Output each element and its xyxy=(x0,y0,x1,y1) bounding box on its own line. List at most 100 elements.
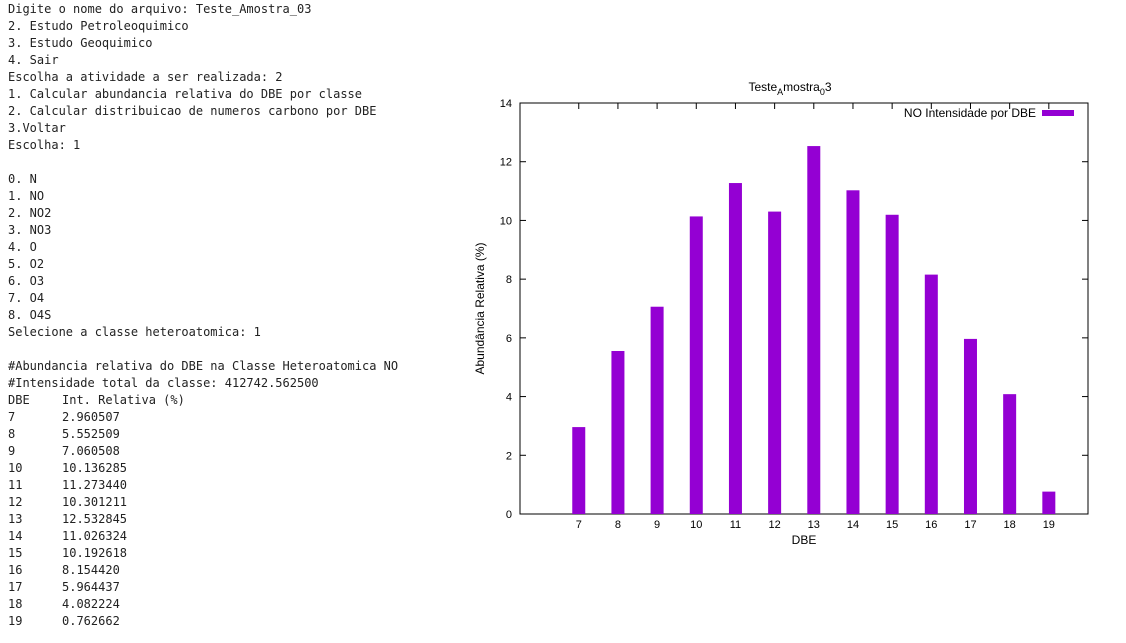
terminal-line: Escolha a atividade a ser realizada: 2 xyxy=(8,70,283,84)
table-cell-intensity: 10.192618 xyxy=(62,546,128,560)
table-cell-dbe: 16 xyxy=(8,563,23,577)
bar-dbe-9 xyxy=(650,306,664,514)
terminal-output: Digite o nome do arquivo: Teste_Amostra_… xyxy=(8,1,448,630)
terminal-line: 1. Calcular abundancia relativa do DBE p… xyxy=(8,87,363,101)
chart-title-subscript: 0 xyxy=(820,87,825,97)
bar-dbe-11 xyxy=(728,183,742,514)
plot-window: TesteAmostra03 0 2 4 6 8 10 12 14 7 8 9 10 11 12 13 14… xyxy=(450,0,1126,638)
table-cell-intensity: 0.762662 xyxy=(62,614,120,628)
terminal-line: 2. Calcular distribuicao de numeros carb… xyxy=(8,104,377,118)
y-tick-label: 12 xyxy=(500,157,512,169)
x-tick-label: 16 xyxy=(925,519,937,531)
table-cell-intensity: 11.026324 xyxy=(62,529,128,543)
x-tick-label: 12 xyxy=(768,519,780,531)
y-tick-label: 8 xyxy=(506,274,512,286)
table-cell-intensity: 10.136285 xyxy=(62,461,128,475)
table-cell-dbe: 7 xyxy=(8,410,16,424)
table-row: 7 2.960507 xyxy=(8,409,448,426)
table-header-dbe: DBE xyxy=(8,393,30,407)
terminal-line: 6. O3 xyxy=(8,274,45,288)
x-tick-label: 7 xyxy=(576,519,582,531)
terminal-line: 4. O xyxy=(8,240,37,254)
table-cell-dbe: 9 xyxy=(8,444,16,458)
x-tick-label: 18 xyxy=(1004,519,1016,531)
blank-line xyxy=(8,154,448,171)
terminal-line: 8. O4S xyxy=(8,308,52,322)
chart-title-part: Teste xyxy=(748,80,777,94)
table-cell-intensity: 12.532845 xyxy=(62,512,128,526)
table-row: 19 0.762662 xyxy=(8,613,448,630)
table-cell-dbe: 18 xyxy=(8,597,23,611)
table-row: 10 10.136285 xyxy=(8,460,448,477)
table-cell-dbe: 15 xyxy=(8,546,23,560)
chart-title: TesteAmostra03 xyxy=(748,80,831,97)
legend-swatch xyxy=(1042,110,1074,116)
table-cell-intensity: 8.154420 xyxy=(62,563,120,577)
chart-title-part: 3 xyxy=(825,80,832,94)
table-row: 15 10.192618 xyxy=(8,545,448,562)
table-cell-dbe: 19 xyxy=(8,614,23,628)
legend: NO Intensidade por DBE xyxy=(904,106,1074,120)
table-header-row: DBE Int. Relativa (%) xyxy=(8,392,448,409)
table-cell-intensity: 5.552509 xyxy=(62,427,120,441)
plot-frame xyxy=(519,102,1089,515)
menu-lines: Digite o nome do arquivo: Teste_Amostra_… xyxy=(8,1,448,154)
table-cell-intensity: 5.964437 xyxy=(62,580,120,594)
bar-dbe-10 xyxy=(689,216,703,515)
x-tick-label: 15 xyxy=(886,519,898,531)
terminal-line: #Abundancia relativa do DBE na Classe He… xyxy=(8,359,399,373)
legend-label: NO Intensidade por DBE xyxy=(904,106,1036,120)
y-axis-label: Abundância Relativa (%) xyxy=(473,242,487,374)
bar-dbe-8 xyxy=(611,350,625,514)
bar-dbe-17 xyxy=(963,338,977,514)
table-row: 13 12.532845 xyxy=(8,511,448,528)
bar-dbe-18 xyxy=(1003,394,1017,514)
dbe-table: 7 2.960507 8 5.552509 9 7.060508 10 10.136285 11… xyxy=(8,409,448,630)
blank-line xyxy=(8,341,448,358)
x-tick-label: 10 xyxy=(690,519,702,531)
table-cell-intensity: 4.082224 xyxy=(62,597,120,611)
table-cell-dbe: 8 xyxy=(8,427,16,441)
terminal-line: 3. NO3 xyxy=(8,223,52,237)
table-cell-dbe: 13 xyxy=(8,512,23,526)
bar-dbe-7 xyxy=(572,427,586,514)
terminal-line: 3.Voltar xyxy=(8,121,66,135)
y-tick-label: 2 xyxy=(506,450,512,462)
terminal-line: 3. Estudo Geoquimico xyxy=(8,36,153,50)
table-row: 18 4.082224 xyxy=(8,596,448,613)
terminal-line: Escolha: 1 xyxy=(8,138,81,152)
chart-title-part: mostra xyxy=(783,80,820,94)
terminal-line: 5. O2 xyxy=(8,257,45,271)
y-tick-label: 14 xyxy=(500,98,512,110)
table-row: 12 10.301211 xyxy=(8,494,448,511)
x-tick-label: 11 xyxy=(730,519,741,531)
x-tick-label: 14 xyxy=(847,519,859,531)
table-cell-intensity: 10.301211 xyxy=(62,495,128,509)
table-row: 14 11.026324 xyxy=(8,528,448,545)
bar-dbe-13 xyxy=(807,146,821,514)
terminal-line: 0. N xyxy=(8,172,37,186)
terminal-line: Digite o nome do arquivo: Teste_Amostra_… xyxy=(8,2,312,16)
table-row: 17 5.964437 xyxy=(8,579,448,596)
bar-dbe-16 xyxy=(924,274,938,514)
x-tick-label: 8 xyxy=(615,519,621,531)
table-cell-intensity: 2.960507 xyxy=(62,410,120,424)
table-cell-dbe: 12 xyxy=(8,495,23,509)
bar-dbe-19 xyxy=(1042,491,1056,514)
terminal-line: 4. Sair xyxy=(8,53,59,67)
table-cell-intensity: 11.273440 xyxy=(62,478,128,492)
x-tick-label: 19 xyxy=(1043,519,1055,531)
terminal-line: #Intensidade total da classe: 412742.562… xyxy=(8,376,319,390)
table-row: 16 8.154420 xyxy=(8,562,448,579)
x-axis-label: DBE xyxy=(792,533,817,547)
table-cell-dbe: 14 xyxy=(8,529,23,543)
terminal-line: 2. Estudo Petroleoquimico xyxy=(8,19,189,33)
bar-dbe-15 xyxy=(885,214,899,514)
terminal-line: 1. NO xyxy=(8,189,45,203)
x-tick-label: 13 xyxy=(808,519,820,531)
table-row: 8 5.552509 xyxy=(8,426,448,443)
table-row: 9 7.060508 xyxy=(8,443,448,460)
terminal-line: Selecione a classe heteroatomica: 1 xyxy=(8,325,261,339)
table-cell-dbe: 10 xyxy=(8,461,23,475)
